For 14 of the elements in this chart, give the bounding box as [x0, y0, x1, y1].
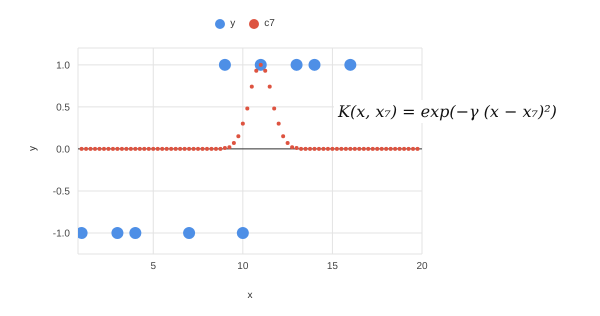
- y-tick-label: -0.5: [52, 186, 70, 198]
- y-tick-label: 1.0: [56, 60, 70, 72]
- y-tick-label: 0.0: [56, 144, 70, 156]
- legend-label: c7: [263, 18, 275, 29]
- x-tick-label: 5: [150, 261, 156, 272]
- legend-label: y: [229, 18, 236, 29]
- y-tick-label: -1.0: [52, 228, 70, 240]
- x-tick-label: 15: [326, 261, 338, 272]
- y-axis-title: y: [28, 146, 39, 151]
- y-tick-label: 0.5: [56, 102, 70, 114]
- x-tick-label: 20: [416, 261, 428, 272]
- x-axis-title: x: [248, 290, 252, 301]
- x-tick-label: 10: [237, 261, 249, 272]
- annotation: K(x, x₇) = exp(−γ (x − x₇)²): [334, 100, 561, 123]
